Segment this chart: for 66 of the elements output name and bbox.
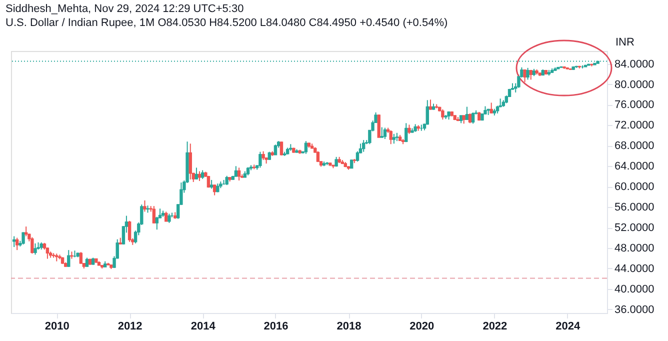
y-axis-title: INR [616,36,634,48]
y-tick-label: 52.0000 [614,222,654,234]
x-tick-label: 2022 [482,320,508,332]
y-tick-label: 60.0000 [614,181,654,194]
candlestick [168,213,171,224]
x-tick-label: 2012 [118,320,142,332]
candlestick [428,99,432,110]
y-tick-label: 48.0000 [614,242,654,255]
candlestick [383,127,387,140]
y-tick-label: 40.0000 [614,283,654,296]
candlestick [70,251,74,260]
candlestick [128,220,132,242]
y-tick-label: 68.0000 [614,140,654,152]
y-tick-label: 84.0000 [614,58,654,70]
candlestick [523,68,526,83]
x-tick-label: 2020 [410,320,434,332]
y-tick-label: 80.0000 [614,78,654,91]
candlestick [468,112,472,124]
candlestick [212,184,216,196]
candlestick [280,141,284,156]
y-tick-label: 64.0000 [614,160,654,173]
chart-subtitle: U.S. Dollar / Indian Rupee, 1M O84.0530 H84.5200 L84.0480 C84.4950 +0.4540 (+0.54%) [6,17,448,29]
candlestick [225,175,228,186]
candlestick [198,170,202,182]
candlestick [79,252,83,264]
candlestick [22,232,25,245]
candlestick [389,130,392,145]
x-tick-label: 2014 [190,320,216,332]
candlestick [490,102,493,114]
candlestick [441,108,444,120]
candlestick [274,144,278,156]
candlestick [392,133,396,144]
candlestick [12,236,16,248]
candlestick [237,167,241,181]
candlestick [404,122,408,143]
chart-title: Siddhesh_Mehta, Nov 29, 2024 12:29 UTC+5:30 [6,3,244,15]
candlestick [234,166,238,178]
candlestick [34,242,37,256]
y-tick-label: 76.0000 [614,99,654,112]
candlestick [188,143,192,180]
candlestick [471,112,475,124]
y-tick-label: 44.0000 [614,262,654,275]
x-tick-label: 2016 [264,320,288,332]
candlestick [152,206,156,224]
candlestick [465,106,469,120]
candlestick [408,124,411,134]
candlestick [194,167,198,180]
candlestick [304,140,308,154]
candlestick [143,200,146,212]
candlestick [164,211,168,222]
x-tick-label: 2018 [336,320,362,332]
candlestick [67,250,70,268]
x-tick-label: 2024 [556,320,581,332]
y-tick-label: 36.0000 [614,304,654,316]
candlestick [377,114,380,138]
candlestick [85,257,89,268]
x-tick-label: 2010 [44,320,70,332]
candlestick [258,151,262,168]
candlestick [46,247,50,260]
y-tick-label: 72.0000 [614,120,654,132]
candlestick [380,126,384,138]
candlestick [30,236,34,254]
candlestick [15,237,19,251]
candlestick [526,67,530,80]
y-tick-label: 56.0000 [614,202,654,214]
candlestick [362,140,366,152]
